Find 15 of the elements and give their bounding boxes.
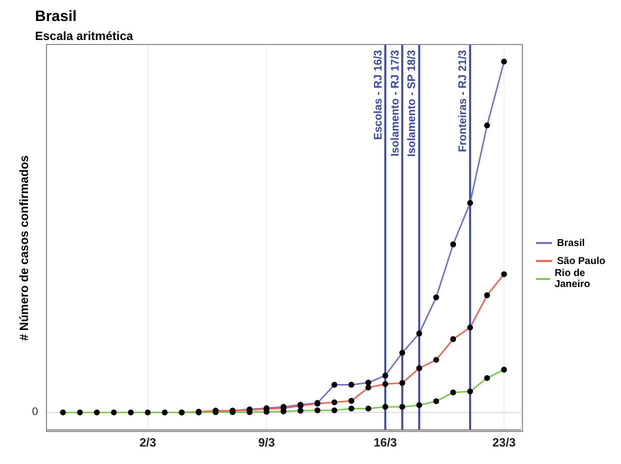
x-tick-label: 9/3 (258, 436, 276, 450)
legend-label: São Paulo (557, 256, 606, 266)
text: 0 (32, 405, 38, 420)
ref-line-label: Isolamento - SP 18/3 (406, 50, 418, 157)
x-tick-label: 16/3 (374, 436, 398, 450)
ref-line-label: Escolas - RJ 16/3 (372, 50, 384, 140)
chart-subtitle: Escala aritmética (35, 29, 134, 43)
x-tick-label: 2/3 (139, 436, 156, 450)
legend-label: Rio de Janeiro (554, 268, 592, 290)
chart-title: Brasil (35, 8, 77, 25)
x-tick-label: 23/3 (492, 436, 516, 450)
ref-line-label: Isolamento - RJ 17/3 (389, 50, 402, 156)
ref-line-label: Fronteiras - RJ 21/3 (457, 50, 470, 152)
y-axis-title: # Número de casos confirmados (17, 155, 31, 341)
legend-label: Brasil (557, 238, 585, 248)
